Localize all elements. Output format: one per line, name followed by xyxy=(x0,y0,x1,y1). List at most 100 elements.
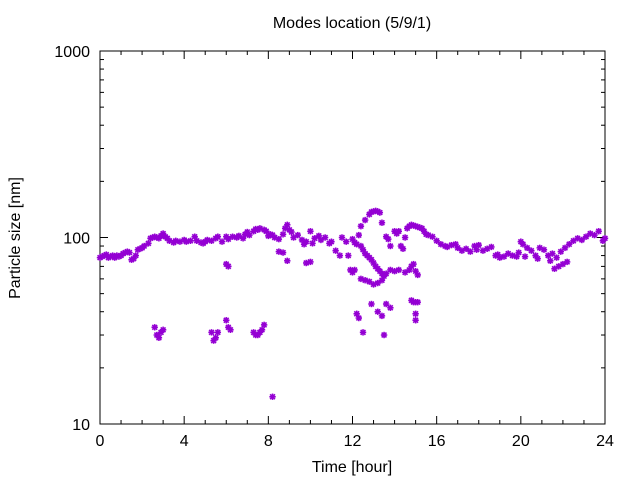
data-point xyxy=(387,242,394,250)
data-point xyxy=(332,247,339,254)
data-point xyxy=(387,304,394,311)
data-point xyxy=(359,329,367,336)
y-tick-label: 100 xyxy=(63,231,90,248)
data-point xyxy=(521,253,529,260)
chart-title: Modes location (5/9/1) xyxy=(273,15,431,32)
data-point xyxy=(500,253,508,260)
y-tick-label: 1000 xyxy=(54,44,90,61)
data-point xyxy=(307,258,314,266)
x-tick-label: 0 xyxy=(96,433,105,450)
x-tick-label: 4 xyxy=(180,433,189,450)
data-point xyxy=(275,235,283,243)
data-point xyxy=(338,234,346,241)
data-point xyxy=(269,393,276,400)
data-point xyxy=(412,317,419,324)
x-axis-title: Time [hour] xyxy=(312,459,392,476)
data-point xyxy=(454,244,461,252)
data-point xyxy=(214,329,222,336)
data-point xyxy=(467,248,474,255)
x-tick-label: 12 xyxy=(344,433,362,450)
data-point xyxy=(155,334,163,341)
x-tick-label: 20 xyxy=(512,433,530,450)
data-point xyxy=(355,231,363,239)
data-point xyxy=(488,243,495,251)
data-point xyxy=(187,237,194,245)
data-point xyxy=(191,233,198,240)
data-point xyxy=(145,240,152,247)
x-tick-label: 8 xyxy=(264,433,273,450)
data-point xyxy=(401,234,409,241)
data-point xyxy=(563,258,571,266)
data-point xyxy=(368,300,375,308)
data-point xyxy=(414,271,421,279)
data-point xyxy=(551,265,558,272)
data-point xyxy=(355,314,363,322)
data-point xyxy=(235,232,243,240)
data-points xyxy=(96,207,609,400)
major-ticks xyxy=(99,50,606,425)
data-point xyxy=(328,238,335,245)
data-point xyxy=(376,209,384,216)
data-point xyxy=(591,231,598,239)
data-point xyxy=(494,251,501,258)
data-point xyxy=(351,266,358,274)
data-point xyxy=(380,331,388,339)
data-point xyxy=(212,334,219,341)
data-point xyxy=(385,235,392,243)
minor-ticks xyxy=(100,51,605,424)
data-point xyxy=(540,246,548,253)
data-point xyxy=(374,308,381,315)
data-point xyxy=(357,222,365,230)
data-point xyxy=(412,310,419,317)
data-point xyxy=(395,266,402,274)
data-point xyxy=(534,255,541,262)
data-point xyxy=(342,238,350,245)
y-tick-label: 10 xyxy=(72,417,90,434)
data-point xyxy=(294,231,301,239)
data-point xyxy=(336,252,344,259)
data-point xyxy=(462,245,470,252)
data-point xyxy=(399,245,407,252)
data-point xyxy=(429,233,436,240)
data-point xyxy=(126,249,133,256)
data-point xyxy=(515,249,522,256)
data-point xyxy=(208,329,215,336)
data-point xyxy=(549,250,556,257)
data-point xyxy=(410,260,417,268)
data-point xyxy=(345,252,352,259)
data-point xyxy=(258,326,266,333)
x-tick-label: 16 xyxy=(428,433,446,450)
data-point xyxy=(414,298,421,306)
data-point xyxy=(378,277,386,284)
data-point xyxy=(547,257,554,265)
data-point xyxy=(225,263,232,270)
data-point xyxy=(246,231,253,239)
x-tick-label: 24 xyxy=(596,433,614,450)
y-axis-title: Particle size [nm] xyxy=(7,177,24,299)
data-point xyxy=(528,247,535,254)
data-point xyxy=(132,252,139,259)
data-point xyxy=(214,233,222,240)
data-point xyxy=(260,321,268,329)
data-point xyxy=(370,259,377,267)
data-point xyxy=(288,228,295,236)
data-point xyxy=(366,278,373,285)
data-point xyxy=(553,254,560,261)
data-point xyxy=(218,238,226,245)
y-tick-labels: 10 100 1000 xyxy=(54,44,90,434)
data-point xyxy=(284,257,291,265)
data-point xyxy=(309,240,316,247)
data-point xyxy=(227,326,234,333)
x-tick-labels: 0 4 8 12 16 20 24 xyxy=(96,433,614,450)
data-point xyxy=(223,317,230,324)
data-point xyxy=(578,236,586,244)
data-point xyxy=(151,324,158,331)
data-point xyxy=(284,221,291,228)
data-point xyxy=(361,216,369,224)
data-point xyxy=(401,269,409,276)
data-point xyxy=(279,249,287,256)
data-point xyxy=(395,228,402,235)
data-point xyxy=(378,312,386,320)
data-point xyxy=(378,219,386,226)
